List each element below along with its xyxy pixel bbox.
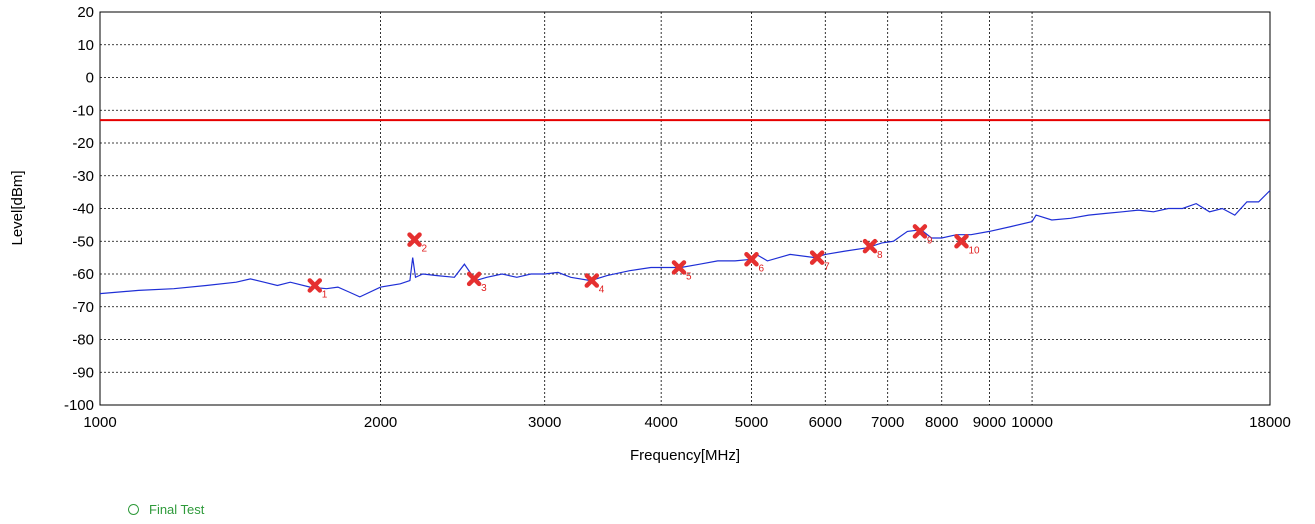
marker-label: 5 <box>686 271 692 282</box>
marker-cross-icon <box>954 234 969 249</box>
grid-lines <box>100 12 1270 405</box>
marker-5: 5 <box>671 260 692 282</box>
legend-label: Final Test <box>149 502 205 517</box>
y-tick-labels: 20 10 0 -10 -20 -30 -40 -50 -60 -70 -80 -90 -100 <box>64 4 94 414</box>
y-tick-label: -40 <box>72 201 94 218</box>
x-tick-label: 2000 <box>364 414 397 431</box>
x-tick-label: 1000 <box>83 414 116 431</box>
marker-label: 7 <box>824 262 830 273</box>
marker-cross-icon <box>912 224 928 239</box>
markers: 1 2 3 4 5 6 7 8 9 10 <box>307 224 980 300</box>
y-tick-label: -20 <box>72 135 94 152</box>
marker-cross-icon <box>744 252 759 267</box>
legend: Final Test <box>128 502 204 517</box>
y-tick-label: -100 <box>64 397 94 414</box>
marker-label: 8 <box>877 250 883 261</box>
y-tick-label: 0 <box>86 70 94 87</box>
marker-cross-icon <box>307 278 323 293</box>
x-tick-label: 10000 <box>1011 414 1053 431</box>
marker-label: 6 <box>758 263 764 274</box>
marker-2: 2 <box>407 232 428 255</box>
marker-cross-icon <box>809 250 825 265</box>
legend-circle-icon <box>128 504 139 515</box>
x-tick-labels: 1000 2000 3000 4000 5000 6000 7000 8000 9000 1000… <box>83 414 1291 431</box>
x-tick-label: 18000 <box>1249 414 1291 431</box>
marker-6: 6 <box>744 252 764 274</box>
x-tick-label: 6000 <box>809 414 842 431</box>
y-tick-label: -30 <box>72 168 94 185</box>
y-tick-label: -60 <box>72 266 94 283</box>
y-tick-label: -50 <box>72 233 94 250</box>
x-tick-label: 3000 <box>528 414 561 431</box>
marker-label: 10 <box>968 245 980 256</box>
marker-cross-icon <box>584 273 600 288</box>
marker-1: 1 <box>307 278 328 300</box>
y-tick-label: 10 <box>77 37 94 54</box>
marker-4: 4 <box>584 273 605 296</box>
x-tick-label: 4000 <box>644 414 677 431</box>
y-tick-label: -90 <box>72 364 94 381</box>
marker-label: 2 <box>422 244 428 255</box>
y-tick-label: 20 <box>77 4 94 21</box>
x-axis-label: Frequency[MHz] <box>630 447 740 464</box>
spectrum-chart: 20 10 0 -10 -20 -30 -40 -50 -60 -70 -80 -90 -100 100… <box>9 4 1291 464</box>
y-tick-label: -70 <box>72 299 94 316</box>
marker-cross-icon <box>407 232 422 247</box>
marker-cross-icon <box>862 238 878 254</box>
marker-10: 10 <box>954 234 980 256</box>
marker-7: 7 <box>809 250 830 273</box>
marker-cross-icon <box>671 260 687 275</box>
x-tick-label: 8000 <box>925 414 958 431</box>
y-tick-label: -10 <box>72 102 94 119</box>
marker-cross-icon <box>466 271 482 287</box>
y-tick-label: -80 <box>72 332 94 349</box>
marker-label: 3 <box>481 283 487 294</box>
marker-9: 9 <box>912 224 933 246</box>
marker-3: 3 <box>466 271 487 294</box>
marker-label: 4 <box>599 285 605 296</box>
marker-8: 8 <box>862 238 883 261</box>
x-tick-label: 7000 <box>871 414 904 431</box>
x-tick-label: 5000 <box>735 414 768 431</box>
y-axis-label: Level[dBm] <box>9 170 26 245</box>
marker-label: 1 <box>322 289 328 300</box>
series-line <box>99 190 1271 298</box>
marker-label: 9 <box>927 235 933 246</box>
x-tick-label: 9000 <box>973 414 1006 431</box>
